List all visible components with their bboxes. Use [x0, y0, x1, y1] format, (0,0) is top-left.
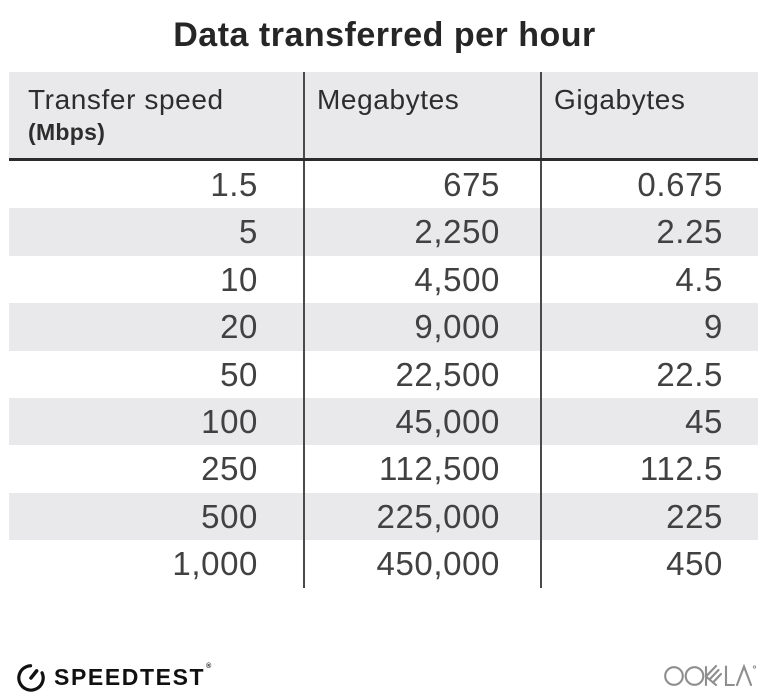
cell-gigabytes: 112.5: [540, 445, 758, 493]
ookla-logo: [664, 662, 758, 688]
cell-gigabytes: 2.25: [540, 208, 758, 256]
cell-gigabytes: 9: [540, 303, 758, 351]
registered-trademark-icon: ®: [206, 663, 212, 670]
table-body: 1.5 675 0.675 5 2,250 2.25 10 4,500 4.5 …: [9, 161, 758, 588]
speedometer-gauge-icon: [17, 664, 45, 692]
cell-megabytes: 225,000: [303, 492, 540, 541]
cell-transfer-speed: 10: [220, 260, 258, 298]
cell-gigabytes: 4.5: [540, 255, 758, 304]
cell-transfer-speed: 50: [220, 355, 258, 393]
table-row: 20 9,000 9: [9, 303, 758, 351]
cell-transfer-speed: 1.5: [210, 166, 258, 203]
gauge-needle: [29, 669, 39, 680]
table-row: 100 45,000 45: [9, 397, 758, 446]
table-row: 1,000 450,000 450: [9, 540, 758, 588]
cell-gigabytes: 225: [540, 492, 758, 541]
speedtest-wordmark: SPEEDTEST: [54, 664, 206, 690]
column-header-label: Megabytes: [317, 84, 460, 115]
column-header-sublabel: (Mbps): [28, 119, 106, 145]
cell-gigabytes: 45: [540, 397, 758, 446]
cell-transfer-speed: 5: [239, 213, 258, 251]
page-title: Data transferred per hour: [173, 16, 596, 54]
cell-megabytes: 2,250: [303, 208, 540, 256]
table-row: 10 4,500 4.5: [9, 255, 758, 304]
cell-megabytes: 22,500: [303, 350, 540, 398]
cell-transfer-speed: 500: [201, 497, 258, 535]
data-table: Transfer speed (Mbps) Megabytes Gigabyte…: [9, 72, 758, 588]
cell-gigabytes: 0.675: [540, 161, 758, 209]
table-header-row: Transfer speed (Mbps) Megabytes Gigabyte…: [9, 72, 758, 161]
table-row: 250 112,500 112.5: [9, 445, 758, 493]
cell-gigabytes: 450: [540, 540, 758, 588]
column-header-transfer-speed: Transfer speed (Mbps): [9, 72, 303, 158]
table-row: 1.5 675 0.675: [9, 161, 758, 209]
column-header-label: Transfer speed: [28, 84, 224, 115]
column-header-label: Gigabytes: [554, 84, 686, 115]
cell-transfer-speed: 250: [201, 450, 258, 488]
cell-megabytes: 45,000: [303, 397, 540, 446]
cell-megabytes: 112,500: [303, 445, 540, 493]
column-header-gigabytes: Gigabytes: [540, 72, 758, 158]
column-header-megabytes: Megabytes: [303, 72, 540, 158]
cell-megabytes: 9,000: [303, 303, 540, 351]
table-row: 500 225,000 225: [9, 492, 758, 541]
speedtest-logo: SPEEDTEST ®: [16, 661, 211, 693]
cell-gigabytes: 22.5: [540, 350, 758, 398]
cell-megabytes: 675: [303, 161, 540, 209]
cell-megabytes: 4,500: [303, 255, 540, 304]
cell-transfer-speed: 1,000: [172, 545, 258, 583]
cell-megabytes: 450,000: [303, 540, 540, 588]
table-row: 50 22,500 22.5: [9, 350, 758, 398]
cell-transfer-speed: 20: [220, 308, 258, 346]
cell-transfer-speed: 100: [201, 402, 258, 440]
ookla-wordmark-icon: [664, 663, 757, 687]
table-row: 5 2,250 2.25: [9, 208, 758, 256]
